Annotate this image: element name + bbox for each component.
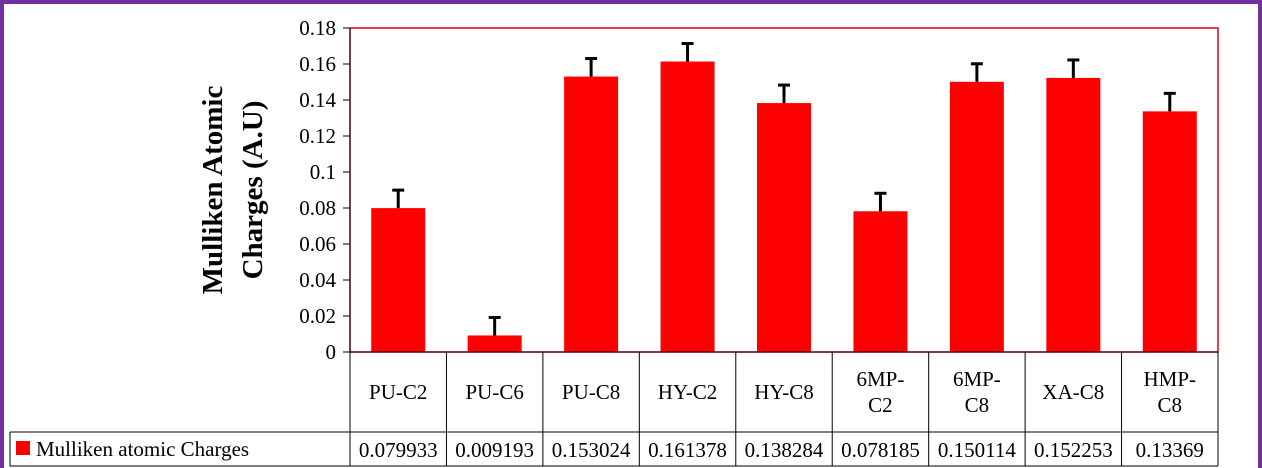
category-label: PU-C2	[369, 380, 427, 404]
category-label: C8	[1158, 393, 1183, 417]
data-table-value: 0.150114	[938, 438, 1016, 462]
frame-border-left	[0, 0, 4, 468]
y-axis-title: Mulliken Atomic Charges (A.U)	[197, 86, 269, 295]
frame-border-right	[1258, 0, 1262, 468]
y-axis-title-line: Charges (A.U)	[237, 101, 269, 280]
data-table-value: 0.138284	[745, 438, 824, 462]
data-table-value: 0.009193	[455, 438, 534, 462]
bar	[467, 335, 522, 352]
y-tick-label: 0.12	[299, 124, 336, 148]
bar	[1142, 111, 1197, 352]
y-tick-label: 0.14	[299, 88, 336, 112]
data-table-value: 0.152253	[1034, 438, 1113, 462]
data-table-value: 0.161378	[648, 438, 727, 462]
data-table-value: 0.079933	[359, 438, 438, 462]
frame-border-top	[0, 0, 1262, 4]
category-label: PU-C6	[465, 380, 523, 404]
bar	[564, 76, 619, 353]
y-tick-label: 0.04	[299, 268, 336, 292]
y-axis-ticks: 0 0.02 0.04 0.06 0.08 0.1 0.12 0.14 0.16 0.18	[299, 16, 350, 364]
y-axis-title-line: Mulliken Atomic	[197, 86, 229, 295]
plot-area	[349, 27, 1219, 353]
data-table-value: 0.153024	[552, 438, 631, 462]
bar	[660, 61, 715, 353]
data-table-value: 0.13369	[1136, 438, 1204, 462]
category-label: HMP-	[1144, 367, 1197, 391]
y-tick-label: 0.18	[299, 16, 336, 40]
y-tick-label: 0	[326, 340, 337, 364]
y-tick-label: 0.02	[299, 304, 336, 328]
legend-key	[16, 441, 30, 455]
bar	[371, 208, 426, 352]
y-tick-label: 0.08	[299, 196, 336, 220]
y-tick-label: 0.06	[299, 232, 336, 256]
category-label: PU-C8	[562, 380, 620, 404]
bar	[757, 103, 811, 352]
legend-series-name: Mulliken atomic Charges	[36, 437, 249, 461]
y-tick-label: 0.1	[310, 160, 336, 184]
bar	[949, 81, 1004, 352]
category-label: HY-C2	[658, 380, 718, 404]
category-label: 6MP-	[953, 367, 1001, 391]
data-table: PU-C2 PU-C6 PU-C8 HY-C2 HY-C86MP-C26MP-C8XA-…	[9, 351, 1219, 467]
bar	[853, 211, 908, 352]
category-label: XA-C8	[1042, 380, 1104, 404]
y-tick-label: 0.16	[299, 52, 336, 76]
category-label: C8	[965, 393, 990, 417]
data-table-value: 0.078185	[841, 438, 920, 462]
bar	[1046, 77, 1101, 352]
category-label: HY-C8	[754, 380, 814, 404]
category-label: 6MP-	[857, 367, 905, 391]
category-label: C2	[868, 393, 893, 417]
